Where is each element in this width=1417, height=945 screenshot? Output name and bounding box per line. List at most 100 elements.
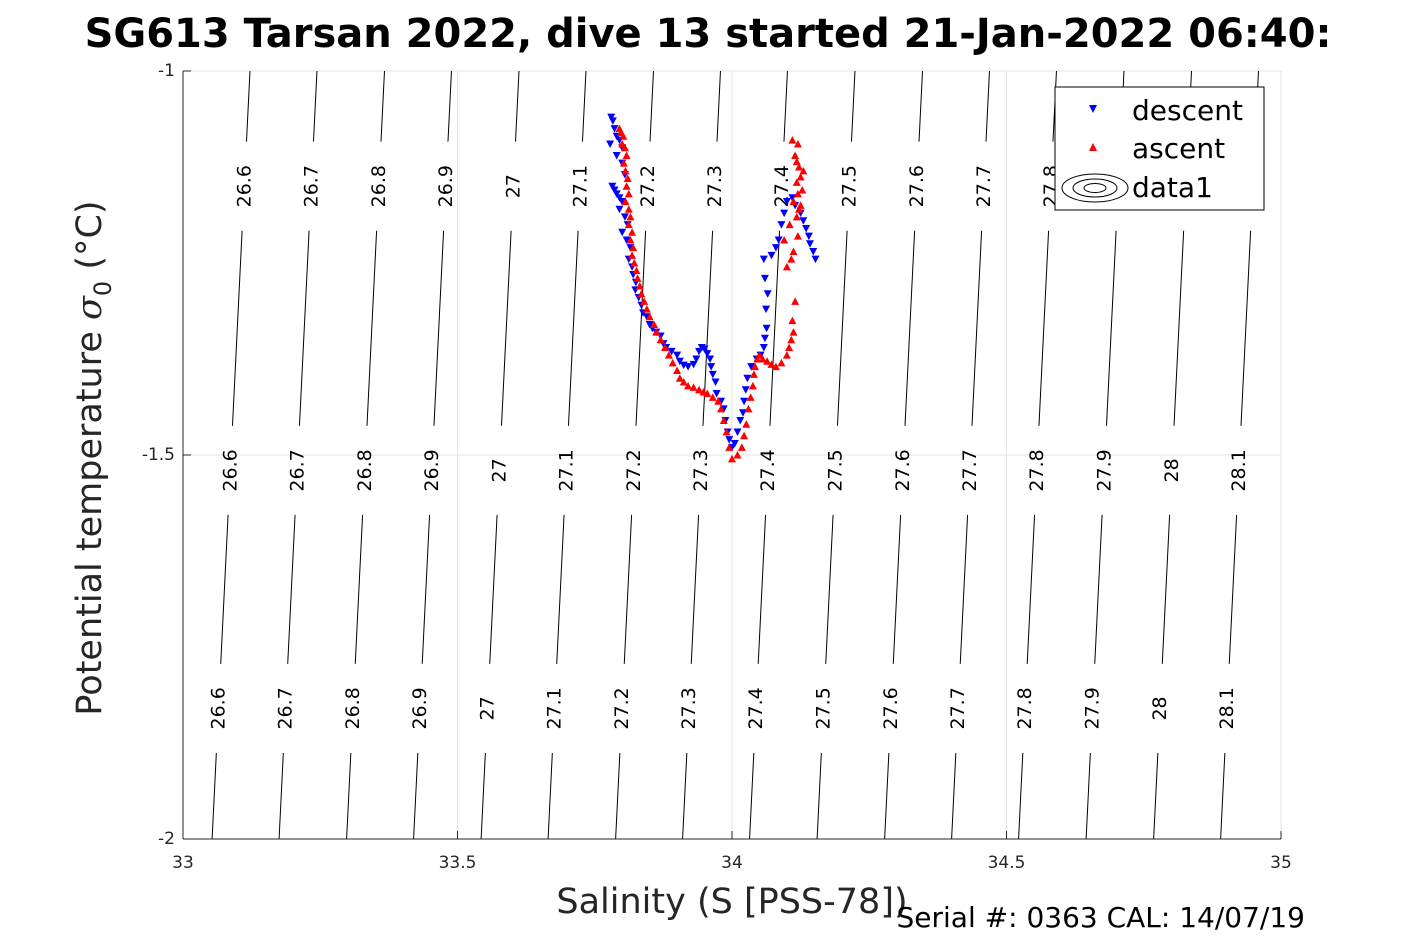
ascent-point — [626, 235, 635, 244]
y-tick-label: -1.5 — [142, 445, 175, 465]
contour-segment — [211, 752, 217, 840]
y-axis-label-sub: 0 — [89, 281, 117, 296]
descent-point — [667, 347, 676, 356]
ascent-point — [791, 151, 800, 159]
ascent-point — [626, 212, 635, 221]
ascent-point — [791, 297, 800, 305]
contour-segment — [1240, 230, 1252, 426]
contour-label: 27.7 — [959, 449, 981, 491]
descent-point — [788, 194, 797, 202]
descent-point — [684, 363, 693, 371]
descent-point — [706, 355, 715, 363]
descent-point — [725, 436, 734, 444]
contour-segment — [635, 230, 647, 426]
contour-segment — [489, 514, 498, 664]
x-tick-label: 34.5 — [988, 853, 1026, 873]
ascent-point — [789, 328, 798, 336]
descent-point — [620, 213, 629, 221]
ascent-point — [622, 182, 631, 190]
contour-label: 27.8 — [1014, 687, 1036, 729]
ascent-point — [628, 228, 637, 236]
contour-segment — [971, 230, 983, 426]
contour-segment — [312, 70, 318, 142]
contour-label: 26.8 — [354, 449, 376, 491]
contour-label: 27.7 — [947, 687, 969, 729]
ascent-point — [782, 351, 791, 359]
ascent-point — [737, 443, 746, 451]
ascent-point — [733, 451, 742, 459]
contour-segment — [287, 514, 296, 664]
ascent-point — [789, 247, 798, 255]
contour-label: 27.3 — [678, 687, 700, 729]
contour-label: 26.9 — [421, 449, 443, 491]
contour-label: 27.2 — [611, 687, 633, 729]
ascent-point — [789, 197, 798, 206]
contour-segment — [220, 514, 229, 664]
ascent-point — [785, 343, 794, 351]
ascent-point — [632, 266, 641, 275]
ascent-point — [645, 312, 654, 321]
ascent-point — [763, 357, 772, 365]
contour-line: 27.7 27.7 27.7 — [947, 70, 995, 840]
contour-line: 27.4 27.4 27.4 — [745, 70, 793, 840]
ascent-point — [628, 251, 637, 259]
contour-segment — [682, 752, 688, 840]
descent-point — [802, 224, 811, 233]
ascent-point — [755, 351, 764, 359]
ascent-point — [619, 159, 628, 167]
contour-segment — [515, 70, 520, 142]
ascent-point — [788, 316, 797, 325]
x-tick-label: 34 — [721, 853, 743, 873]
descent-point — [738, 409, 747, 417]
descent-point — [612, 151, 621, 160]
contour-label: 27.6 — [906, 165, 928, 207]
contour-label: 27.4 — [771, 165, 793, 207]
ascent-series — [615, 124, 808, 463]
contour-label: 27.1 — [555, 449, 577, 491]
contour-line: 26.6 26.6 26.6 — [208, 70, 255, 840]
contour-segment — [480, 752, 486, 840]
ascent-point — [630, 259, 639, 267]
contour-label: 27.4 — [757, 449, 779, 491]
legend: descent ascent data1 — [1054, 86, 1265, 211]
ascent-point — [633, 274, 642, 282]
legend-contour-label: data1 — [1132, 171, 1213, 204]
descent-point — [711, 378, 720, 387]
descent-point — [804, 232, 813, 241]
ascent-point — [798, 186, 807, 194]
y-axis-label-unit: (°C) — [70, 200, 110, 280]
ascent-point — [695, 385, 704, 394]
contour-label: 26.7 — [300, 165, 322, 207]
contour-line: 27.5 27.5 27.5 — [813, 70, 860, 840]
ascent-point — [714, 397, 723, 405]
ascent-point — [624, 205, 633, 213]
descent-point — [612, 190, 621, 198]
y-axis-label-sigma: σ — [70, 295, 110, 320]
contour-segment — [567, 230, 579, 426]
contour-label: 27.9 — [1082, 687, 1104, 729]
descent-point — [615, 194, 624, 202]
contour-segment — [278, 752, 284, 840]
axes: 33 33.5 34 34.5 35 -1 -1.5 -2 — [142, 61, 1292, 873]
ascent-point — [794, 205, 803, 213]
contour-line: 26.8 26.8 26.8 — [342, 70, 390, 840]
legend-ascent-label: ascent — [1132, 132, 1225, 165]
descent-point — [703, 350, 712, 358]
chart-title: SG613 Tarsan 2022, dive 13 started 21-Ja… — [85, 11, 1332, 57]
ascent-point — [689, 383, 698, 391]
contour-label: 26.8 — [342, 687, 364, 729]
ascent-point — [799, 166, 808, 175]
ascent-point — [796, 172, 805, 181]
contour-segment — [1094, 514, 1103, 664]
contour-label: 28 — [1161, 458, 1183, 482]
contour-label: 26.8 — [368, 165, 390, 207]
descent-point — [740, 397, 749, 406]
descent-point — [675, 357, 684, 366]
ascent-point — [767, 360, 776, 368]
contour-line: 27.2 27.2 27.2 — [611, 70, 659, 840]
contour-segment — [346, 752, 352, 840]
contour-line: 27.3 27.3 27.3 — [678, 70, 726, 840]
contour-segment — [690, 514, 700, 664]
contour-label: 27.8 — [1026, 449, 1048, 491]
